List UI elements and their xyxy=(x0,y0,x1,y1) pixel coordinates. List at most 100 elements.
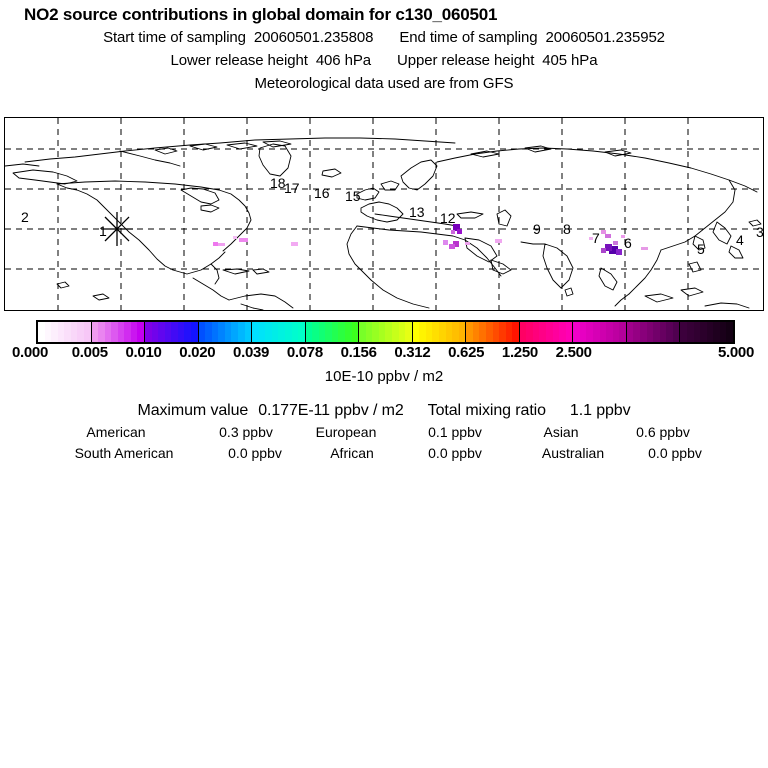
colorbar-cell xyxy=(452,322,459,342)
map-region-label-15: 15 xyxy=(345,188,361,204)
colorbar-cell xyxy=(224,322,232,342)
colorbar-tick-label: 1.250 xyxy=(501,344,538,361)
map-region-label-7: 7 xyxy=(592,230,600,246)
colorbar-cell xyxy=(719,322,727,342)
map-region-label-13: 13 xyxy=(409,204,425,220)
colorbar-band[interactable] xyxy=(573,322,627,342)
colorbar-cell xyxy=(298,322,305,342)
map-region-label-4: 4 xyxy=(736,232,744,248)
colorbar-tick-label: 5.000 xyxy=(717,344,755,361)
colorbar-tick-label: 0.010 xyxy=(125,344,162,361)
region-name: Australian xyxy=(541,445,605,461)
colorbar-tick-labels: 0.000 0.005 0.010 0.020 0.039 0.078 0.156 0.312… xyxy=(0,344,768,362)
statistics-block: Maximum value 0.177E-11 ppbv / m2 Total mi… xyxy=(0,400,768,464)
colorbar-cell xyxy=(211,322,219,342)
colorbar-cell xyxy=(345,322,352,342)
upper-release-label: Upper release height xyxy=(397,52,535,69)
total-mixing-ratio-label: Total mixing ratio xyxy=(427,402,546,419)
colorbar-band[interactable] xyxy=(305,322,360,342)
colorbar-band[interactable] xyxy=(359,322,413,342)
colorbar-cell xyxy=(458,322,466,342)
sampling-time-line: Start time of sampling 20060501.235808 End… xyxy=(0,26,768,49)
colorbar-cell xyxy=(466,322,473,342)
map-region-label-5: 5 xyxy=(697,241,705,257)
region-name: European xyxy=(315,424,377,440)
colorbar-tick-label: 0.078 xyxy=(286,344,323,361)
end-time-label: End time of sampling xyxy=(399,29,538,46)
colorbar-cell xyxy=(284,322,292,342)
region-name: American xyxy=(86,424,146,440)
colorbar-cell xyxy=(726,322,733,342)
colorbar-cell xyxy=(111,322,118,342)
region-contribution-row: South American 0.0 ppbv African 0.0 ppbv Aus… xyxy=(0,443,768,464)
colorbar-cell xyxy=(38,322,45,342)
region-contribution-row: American 0.3 ppbv European 0.1 ppbv Asian 0.6… xyxy=(0,422,768,443)
colorbar-cell xyxy=(83,322,91,342)
colorbar-band[interactable] xyxy=(38,322,92,342)
colorbar-cell xyxy=(338,322,346,342)
map-region-label-3: 3 xyxy=(756,224,764,240)
colorbar-band[interactable] xyxy=(145,322,199,342)
colorbar-cell xyxy=(412,322,420,342)
colorbar-cell xyxy=(318,322,326,342)
max-value-label: Maximum value xyxy=(137,402,249,419)
map-region-label-17: 17 xyxy=(284,180,300,196)
map-region-label-16: 16 xyxy=(314,185,330,201)
colorbar-tick-label: 0.312 xyxy=(394,344,431,361)
concentration-plume xyxy=(213,224,648,255)
region-value: 0.0 ppbv xyxy=(428,445,482,461)
colorbar-cell xyxy=(218,322,225,342)
colorbar-cell xyxy=(98,322,105,342)
colorbar-cell xyxy=(405,322,412,342)
colorbar-cell xyxy=(291,322,299,342)
world-map-panel[interactable]: 1 2 3 4 5 6 7 8 9 12 13 15 16 17 18 xyxy=(4,117,764,311)
map-graticule xyxy=(5,118,763,310)
map-region-label-9: 9 xyxy=(533,221,541,237)
region-name: African xyxy=(330,445,374,461)
colorbar-band[interactable] xyxy=(519,322,574,342)
colorbar-cell xyxy=(237,322,245,342)
colorbar-cell xyxy=(432,322,439,342)
colorbar-cell xyxy=(586,322,593,342)
colorbar-tick-label: 0.156 xyxy=(340,344,377,361)
colorbar-band[interactable] xyxy=(466,322,520,342)
colorbar-cell xyxy=(633,322,640,342)
colorbar-cell xyxy=(191,322,198,342)
colorbar-cell xyxy=(392,322,399,342)
colorbar-tick-label: 0.000 xyxy=(11,344,49,361)
colorbar-cell xyxy=(252,322,259,342)
colorbar-band[interactable] xyxy=(412,322,467,342)
colorbar-cell xyxy=(666,322,673,342)
colorbar[interactable] xyxy=(36,320,735,344)
colorbar-cell xyxy=(565,322,573,342)
colorbar-cell xyxy=(573,322,580,342)
colorbar-tick-label: 0.625 xyxy=(448,344,485,361)
colorbar-cell xyxy=(492,322,500,342)
colorbar-cell xyxy=(599,322,607,342)
upper-release-value: 405 hPa xyxy=(542,52,598,69)
colorbar-cell xyxy=(606,322,613,342)
colorbar-cell xyxy=(372,322,379,342)
colorbar-cell xyxy=(124,322,131,342)
colorbar-band[interactable] xyxy=(198,322,253,342)
colorbar-cell xyxy=(499,322,506,342)
colorbar-cell xyxy=(559,322,566,342)
lower-release-label: Lower release height xyxy=(170,52,308,69)
colorbar-band[interactable] xyxy=(626,322,681,342)
page-title: NO2 source contributions in global domai… xyxy=(24,5,498,24)
colorbar-cell xyxy=(713,322,720,342)
region-value: 0.3 ppbv xyxy=(219,424,273,440)
region-value: 0.0 ppbv xyxy=(648,445,702,461)
colorbar-cell xyxy=(51,322,58,342)
map-region-label-1: 1 xyxy=(99,223,107,239)
colorbar-cell xyxy=(158,322,165,342)
met-data-line: Meteorological data used are from GFS xyxy=(254,75,514,92)
map-region-label-18: 18 xyxy=(270,175,286,191)
map-region-label-8: 8 xyxy=(563,221,571,237)
colorbar-cell xyxy=(626,322,634,342)
colorbar-band[interactable] xyxy=(252,322,306,342)
colorbar-band[interactable] xyxy=(91,322,146,342)
colorbar-cell xyxy=(70,322,78,342)
colorbar-cell xyxy=(305,322,313,342)
colorbar-band[interactable] xyxy=(680,322,733,342)
